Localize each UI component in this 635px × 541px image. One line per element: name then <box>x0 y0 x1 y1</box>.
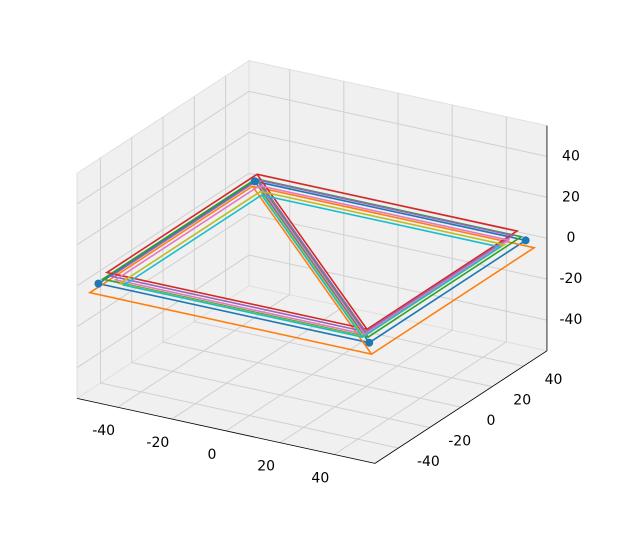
grid-line <box>76 90 250 205</box>
axis-line <box>76 397 376 464</box>
y-tick-label: 20 <box>513 393 531 409</box>
grid-line <box>76 213 250 328</box>
x-tick-label: 20 <box>257 459 275 475</box>
grid-line <box>194 321 493 388</box>
y-tick-label: 0 <box>486 413 495 429</box>
x-tick-label: -20 <box>146 435 169 451</box>
x-tick-label: -40 <box>92 423 115 439</box>
point <box>94 279 103 288</box>
grid-line <box>248 90 548 157</box>
series-line <box>109 179 515 333</box>
grid-line <box>248 131 548 198</box>
series-line <box>104 173 520 331</box>
grid-line <box>248 213 548 280</box>
y-tick-label: -20 <box>448 434 471 450</box>
series-line <box>96 180 528 344</box>
x-tick-label: 40 <box>311 471 329 487</box>
z-tick-label: -40 <box>560 312 583 328</box>
y-tick-label: 40 <box>545 372 563 388</box>
grid-line <box>131 362 430 429</box>
series-line <box>113 184 511 336</box>
grid-line <box>100 382 399 449</box>
z-tick-label: 0 <box>566 230 575 246</box>
z-tick-label: 40 <box>562 148 580 164</box>
point <box>365 338 374 347</box>
z-tick-label: -20 <box>560 271 583 287</box>
series-line <box>122 194 502 339</box>
x-tick-label: 0 <box>208 447 217 463</box>
grid-line <box>162 341 462 408</box>
point <box>250 177 259 186</box>
z-tick-label: 20 <box>562 189 580 205</box>
y-tick-label: -40 <box>417 454 440 470</box>
grid-line <box>76 172 250 287</box>
grid-line <box>76 254 250 369</box>
axis-line <box>374 350 548 464</box>
grid-line <box>76 131 250 246</box>
grid-line <box>248 254 548 321</box>
point <box>521 236 530 245</box>
